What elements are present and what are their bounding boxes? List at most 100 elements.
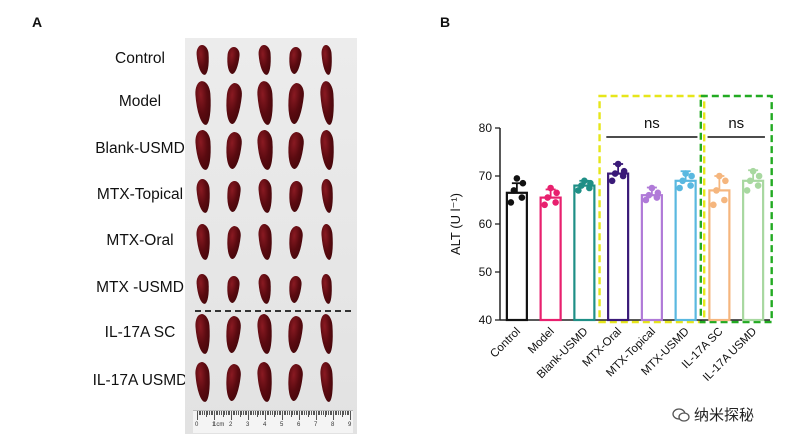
ruler-tick <box>302 411 304 415</box>
ruler-tick <box>322 411 324 415</box>
ruler-tick <box>251 411 253 415</box>
spleen-sample <box>286 314 304 354</box>
ruler-tick <box>338 411 340 415</box>
spleen-sample <box>257 273 273 305</box>
wechat-icon <box>672 407 690 422</box>
spleen-sample <box>223 81 243 125</box>
watermark-text: 纳米探秘 <box>694 407 755 424</box>
ruler-tick <box>333 411 334 420</box>
ruler-tick <box>212 411 214 415</box>
spleen-sample <box>287 45 303 75</box>
data-point <box>552 199 559 206</box>
ruler-tick <box>254 411 256 415</box>
spleen-sample <box>224 314 242 354</box>
group-label: Model <box>118 93 162 110</box>
spleen-grid <box>185 38 357 408</box>
ruler-tick <box>309 411 311 415</box>
ruler-tick <box>229 411 231 415</box>
ruler-tick <box>312 411 314 415</box>
ruler-tick <box>275 411 277 415</box>
ruler-number: 9 <box>348 422 352 428</box>
spleen-sample <box>319 361 335 403</box>
panel-a-label: A <box>32 14 43 30</box>
group-divider-line <box>195 310 351 312</box>
group-label: MTX-Topical <box>96 186 184 203</box>
spleen-sample <box>224 362 242 402</box>
ruler-tick <box>310 411 312 415</box>
ruler-tick <box>324 411 326 417</box>
ruler-tick <box>261 411 263 415</box>
ruler-tick <box>246 411 248 415</box>
ruler-number: 7 <box>314 422 318 428</box>
data-point <box>755 172 763 180</box>
ruler-tick <box>239 411 241 417</box>
ruler-tick <box>197 411 198 420</box>
data-point <box>749 167 757 175</box>
spleen-sample <box>285 81 305 125</box>
ruler-tick <box>331 411 333 415</box>
y-axis-label: ALT (U l⁻¹) <box>448 193 463 255</box>
ruler-number: 6 <box>297 422 301 428</box>
spleen-sample <box>257 223 273 261</box>
data-point <box>507 199 515 206</box>
ruler-tick <box>259 411 261 415</box>
data-point <box>578 182 585 189</box>
spleen-sample <box>195 178 211 214</box>
spleen-sample <box>319 313 335 355</box>
spleen-sample <box>256 129 274 171</box>
ruler-tick <box>341 411 343 417</box>
ruler-tick <box>346 411 348 415</box>
ruler-tick <box>276 411 278 415</box>
spleen-sample <box>319 129 335 171</box>
ruler-tick <box>295 411 297 415</box>
panel-b-label: B <box>440 14 451 30</box>
spleen-sample <box>225 274 241 304</box>
data-point <box>620 167 628 175</box>
y-tick-label: 70 <box>479 169 493 183</box>
ruler-tick <box>268 411 270 415</box>
x-tick-label: Model <box>526 326 557 357</box>
ruler-tick <box>248 411 249 420</box>
ruler-tick <box>283 411 285 415</box>
ruler-tick <box>207 411 209 415</box>
spleen-sample <box>257 44 273 76</box>
spleen-sample <box>286 179 304 213</box>
spleen-sample <box>320 273 334 305</box>
ruler-tick <box>307 411 309 417</box>
ruler-tick <box>270 411 272 415</box>
data-point <box>642 196 650 204</box>
data-point <box>518 194 526 201</box>
group-label: MTX -USMD <box>96 279 184 296</box>
spleen-sample <box>225 45 241 75</box>
ruler-tick <box>200 411 202 415</box>
data-point <box>513 175 521 182</box>
ruler-tick <box>300 411 302 415</box>
data-point <box>648 184 656 192</box>
bar <box>708 189 731 322</box>
ruler-tick <box>222 411 224 417</box>
data-point <box>519 179 527 187</box>
data-point <box>645 191 653 199</box>
ruler-tick <box>210 411 212 415</box>
ruler-tick <box>258 411 260 415</box>
ruler-tick <box>336 411 338 415</box>
ruler-tick <box>271 411 273 415</box>
data-point <box>547 184 554 192</box>
ruler-tick <box>292 411 294 415</box>
ruler-tick <box>348 411 350 415</box>
ruler-tick <box>263 411 265 415</box>
ruler-tick <box>236 411 238 415</box>
ruler-tick <box>219 411 221 415</box>
data-point <box>682 170 689 177</box>
y-tick-label: 40 <box>479 313 493 327</box>
ruler-tick <box>288 411 290 415</box>
group-label: IL-17A SC <box>104 324 176 341</box>
ruler-tick <box>220 411 222 415</box>
spleen-sample <box>224 179 242 213</box>
data-point <box>716 172 723 180</box>
watermark: 纳米探秘 <box>672 404 754 425</box>
ruler-tick <box>304 411 306 415</box>
ruler-number: 1 <box>212 422 216 428</box>
data-point <box>721 196 728 204</box>
data-point <box>614 160 622 168</box>
